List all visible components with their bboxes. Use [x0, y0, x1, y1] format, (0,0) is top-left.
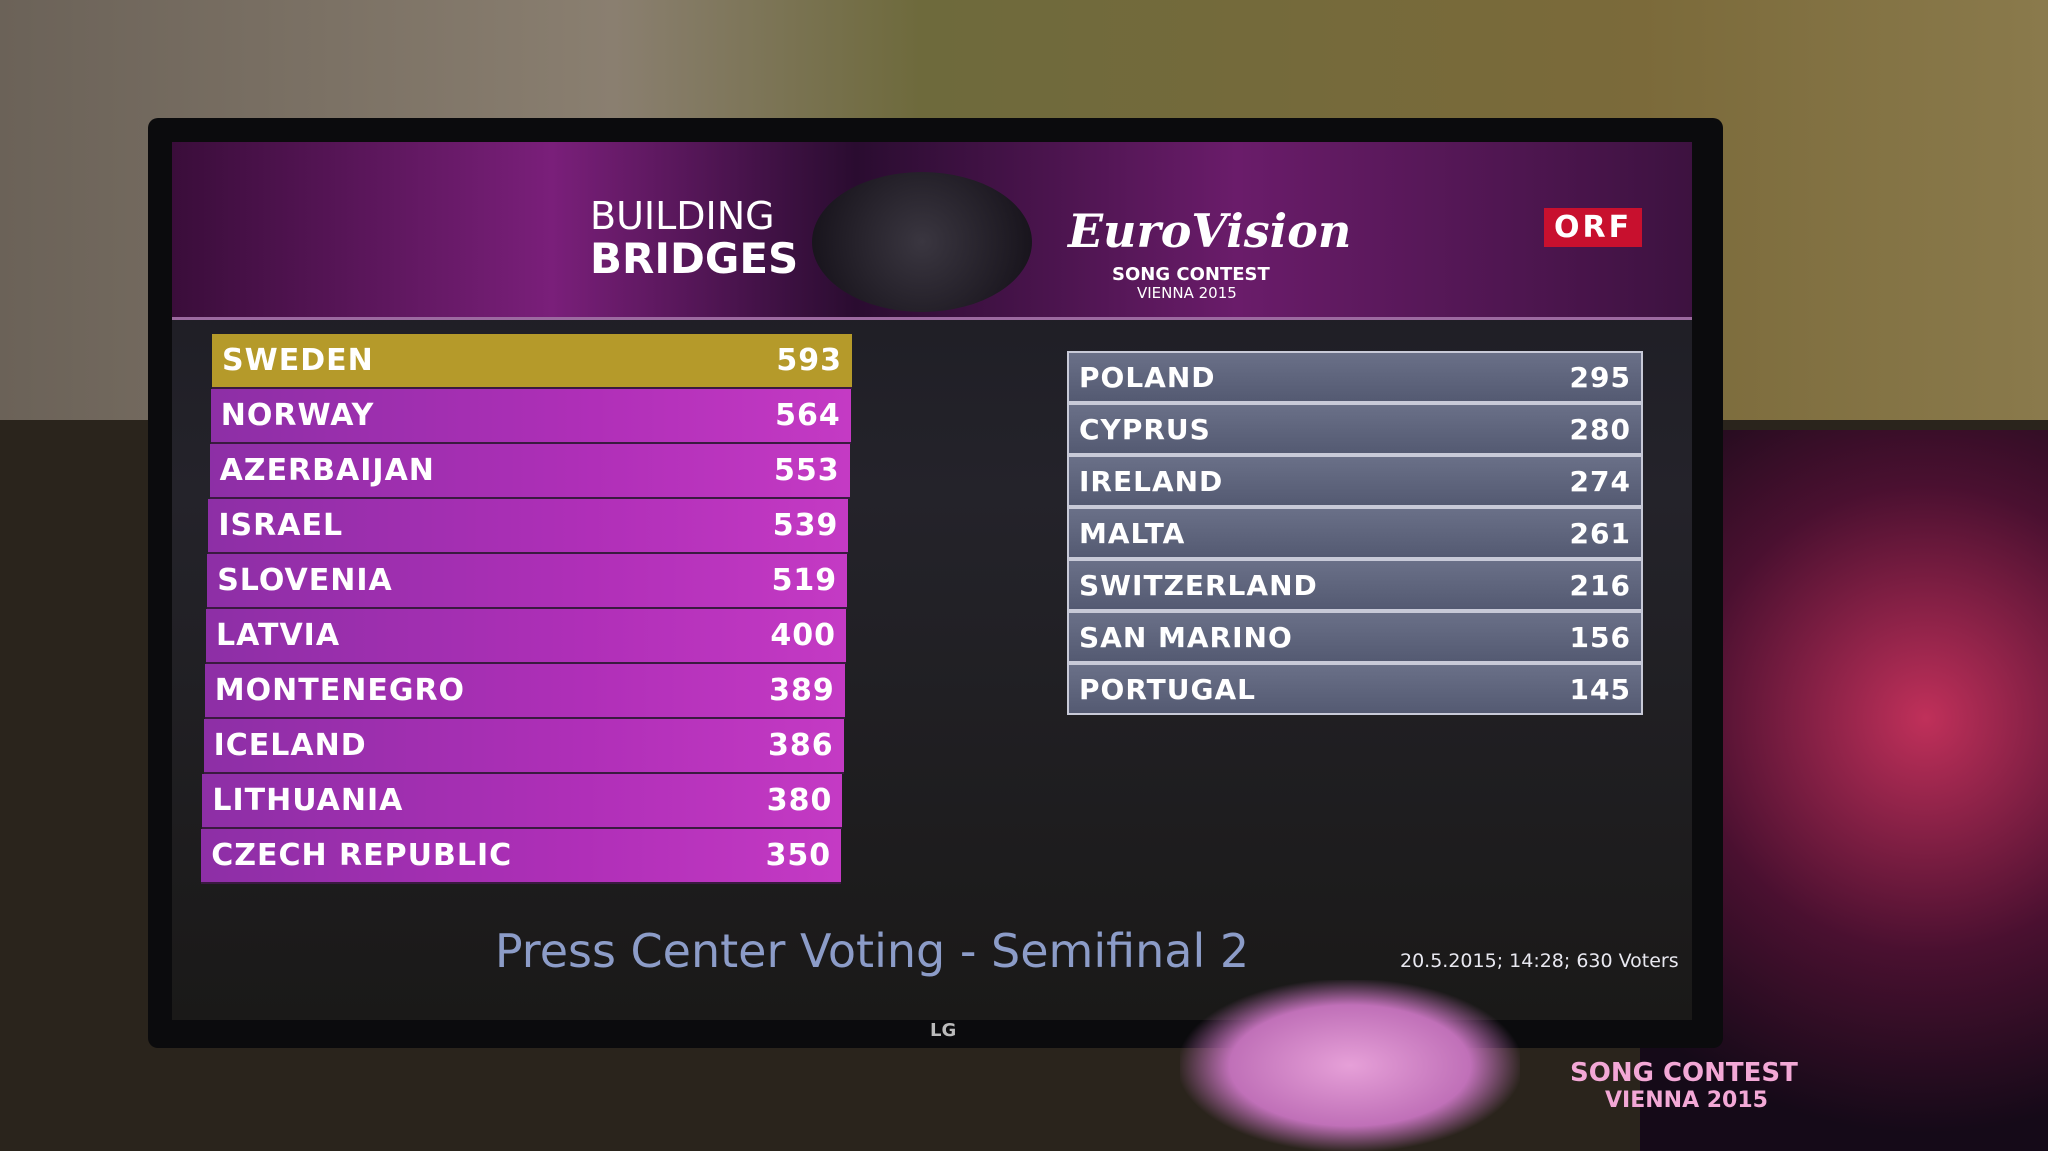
country: POLAND	[1079, 360, 1216, 394]
points: 553	[773, 453, 840, 488]
screen: BUILDING BRIDGES EuroVision SONG CONTEST…	[172, 142, 1692, 1020]
country: AZERBAIJAN	[219, 453, 435, 488]
points: 145	[1569, 672, 1631, 706]
country: SAN MARINO	[1079, 620, 1293, 654]
flowers	[1180, 980, 1520, 1151]
header: BUILDING BRIDGES EuroVision SONG CONTEST…	[172, 142, 1692, 320]
points: 386	[767, 728, 834, 763]
country: SWITZERLAND	[1079, 568, 1318, 602]
table-row: MONTENEGRO 389	[204, 664, 845, 719]
points: 564	[775, 398, 841, 433]
points: 539	[772, 508, 839, 543]
country: MALTA	[1079, 516, 1186, 550]
table-row: CYPRUS 280	[1067, 403, 1643, 455]
footer-info: 20.5.2015; 14:28; 630 Voters	[1400, 950, 1679, 972]
table-row: LITHUANIA 380	[202, 774, 843, 829]
table-row: ISRAEL 539	[208, 499, 849, 554]
table-row: AZERBAIJAN 553	[209, 444, 850, 499]
country: PORTUGAL	[1079, 672, 1256, 706]
table-row: SWEDEN 593	[212, 334, 852, 389]
country: IRELAND	[1079, 464, 1224, 498]
country: ICELAND	[213, 728, 367, 763]
table-row: CZECH REPUBLIC 350	[201, 829, 842, 884]
country: LITHUANIA	[212, 783, 404, 818]
globe	[812, 172, 1032, 312]
country: CZECH REPUBLIC	[211, 838, 513, 873]
points: 280	[1569, 412, 1631, 446]
points: 156	[1569, 620, 1631, 654]
table-row: MALTA 261	[1067, 507, 1643, 559]
table-row: IRELAND 274	[1067, 455, 1643, 507]
country: CYPRUS	[1079, 412, 1211, 446]
broadcaster-logo: ORF	[1544, 208, 1643, 247]
country: LATVIA	[216, 618, 341, 653]
country: ISRAEL	[218, 508, 344, 543]
points: 380	[766, 783, 833, 818]
logo-sub2: VIENNA 2015	[1137, 284, 1237, 302]
table-row: PORTUGAL 145	[1067, 663, 1643, 715]
table-row: SLOVENIA 519	[207, 554, 848, 609]
table-row: NORWAY 564	[210, 389, 851, 444]
points: 295	[1569, 360, 1631, 394]
points: 519	[771, 563, 838, 598]
tv-brand: LG	[930, 1020, 957, 1041]
table-row: SAN MARINO 156	[1067, 611, 1643, 663]
country: MONTENEGRO	[214, 673, 466, 708]
country: SLOVENIA	[217, 563, 393, 598]
country: NORWAY	[220, 398, 375, 433]
points: 274	[1569, 464, 1631, 498]
table-row: POLAND 295	[1067, 351, 1643, 403]
logo: EuroVision	[1068, 204, 1352, 258]
points: 400	[770, 618, 836, 653]
points: 216	[1569, 568, 1631, 602]
poster-sub2: VIENNA 2015	[1605, 1088, 1768, 1113]
points: 389	[769, 673, 835, 708]
logo-sub1: SONG CONTEST	[1112, 264, 1270, 285]
points: 350	[765, 838, 832, 873]
footer-title: Press Center Voting - Semifinal 2	[494, 924, 1250, 978]
points: 261	[1569, 516, 1631, 550]
poster-sub1: SONG CONTEST	[1570, 1058, 1798, 1088]
table-row: SWITZERLAND 216	[1067, 559, 1643, 611]
table-row: ICELAND 386	[203, 719, 844, 774]
table-row: LATVIA 400	[206, 609, 846, 664]
country: SWEDEN	[222, 343, 374, 378]
points: 593	[776, 343, 842, 378]
header-line2: BRIDGES	[590, 234, 799, 283]
header-line1: BUILDING	[590, 194, 775, 238]
